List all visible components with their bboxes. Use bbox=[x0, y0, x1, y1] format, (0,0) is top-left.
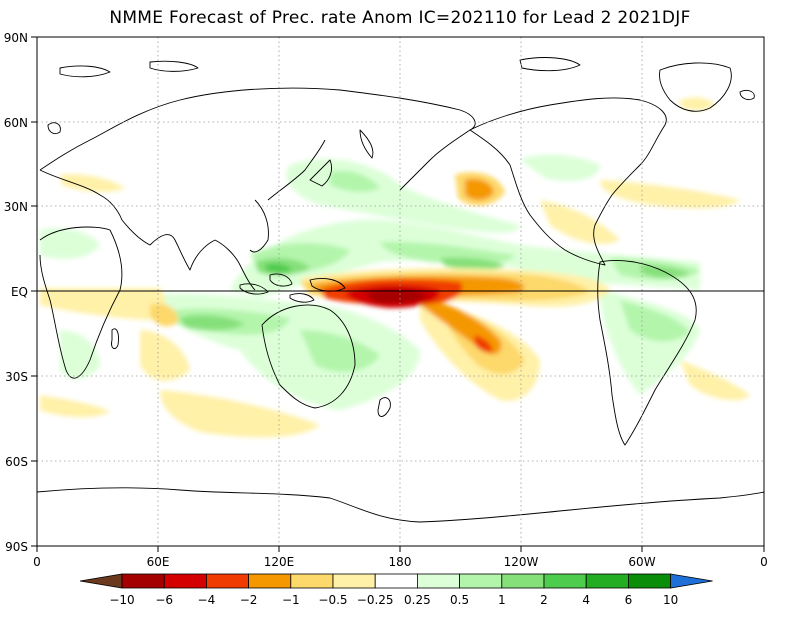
lon-label-120e: 120E bbox=[264, 555, 295, 569]
lat-label-60s: 60S bbox=[5, 455, 28, 469]
colorbar-swatch bbox=[374, 573, 418, 589]
colorbar-label: 6 bbox=[625, 593, 633, 607]
colorbar-label: 1 bbox=[498, 593, 506, 607]
colorbar-swatch bbox=[163, 573, 207, 589]
longitude-labels: 0 60E 120E 180 120W 60W 0 bbox=[33, 555, 768, 569]
axis-ticks bbox=[31, 36, 765, 552]
lon-label-180: 180 bbox=[389, 555, 412, 569]
colorbar-swatch bbox=[628, 573, 672, 589]
lon-label-120w: 120W bbox=[504, 555, 539, 569]
colorbar-arrow-low bbox=[79, 573, 123, 589]
colorbar-swatch bbox=[585, 573, 629, 589]
colorbar-label: 0.5 bbox=[450, 593, 469, 607]
lon-label-0-right: 0 bbox=[760, 555, 768, 569]
lon-label-0-left: 0 bbox=[33, 555, 41, 569]
colorbar-swatch bbox=[459, 573, 503, 589]
colorbar-arrow-high bbox=[670, 573, 713, 589]
colorbar-swatch bbox=[543, 573, 587, 589]
lat-label-90s: 90S bbox=[5, 540, 28, 554]
colorbar-swatch bbox=[121, 573, 165, 589]
colorbar: −10 −6 −4 −2 −1 −0.5 −0.25 0.25 0.5 1 2 4 6 10 bbox=[79, 573, 713, 607]
colorbar-label: 0.25 bbox=[404, 593, 431, 607]
colorbar-label: −0.25 bbox=[357, 593, 394, 607]
lat-label-30s: 30S bbox=[5, 370, 28, 384]
colorbar-swatch bbox=[416, 573, 460, 589]
lat-label-90n: 90N bbox=[4, 31, 28, 45]
lon-label-60w: 60W bbox=[628, 555, 655, 569]
colorbar-label: 4 bbox=[582, 593, 590, 607]
colorbar-label: −0.5 bbox=[318, 593, 347, 607]
colorbar-label: −6 bbox=[155, 593, 173, 607]
colorbar-label: −2 bbox=[240, 593, 258, 607]
colorbar-label: 10 bbox=[663, 593, 678, 607]
lat-label-eq: EQ bbox=[11, 285, 28, 299]
latitude-labels: 90N 60N 30N EQ 30S 60S 90S bbox=[4, 31, 28, 554]
map-title: NMME Forecast of Prec. rate Anom IC=2021… bbox=[109, 8, 691, 28]
colorbar-label: −10 bbox=[109, 593, 134, 607]
lat-label-30n: 30N bbox=[4, 200, 28, 214]
colorbar-swatch bbox=[501, 573, 545, 589]
lat-label-60n: 60N bbox=[4, 116, 28, 130]
colorbar-swatch bbox=[205, 573, 249, 589]
colorbar-swatch bbox=[290, 573, 334, 589]
colorbar-label: −4 bbox=[198, 593, 216, 607]
lon-label-60e: 60E bbox=[147, 555, 170, 569]
colorbar-swatch bbox=[332, 573, 376, 589]
colorbar-label: −1 bbox=[282, 593, 300, 607]
anomaly-shading bbox=[40, 97, 750, 438]
graticule bbox=[37, 37, 764, 546]
colorbar-label: 2 bbox=[540, 593, 548, 607]
colorbar-swatch bbox=[248, 573, 292, 589]
